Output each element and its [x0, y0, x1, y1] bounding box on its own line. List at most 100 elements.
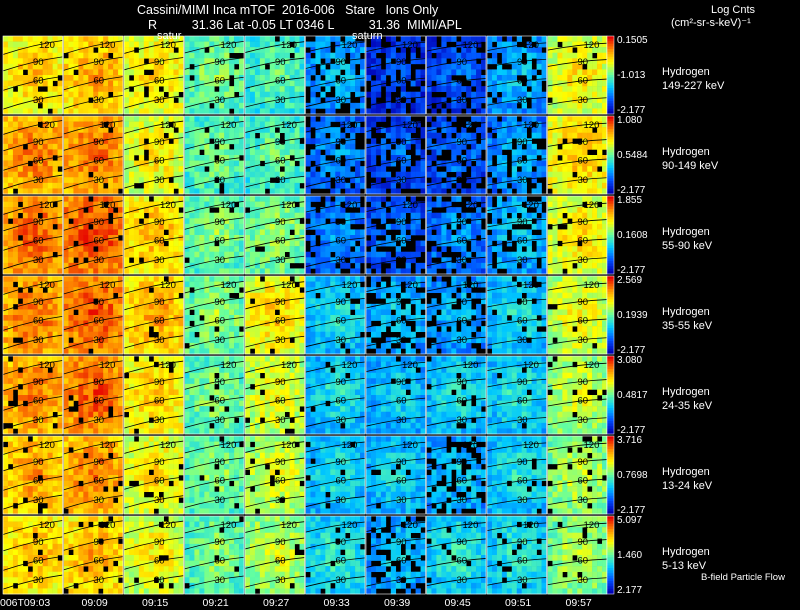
contour-label: 30	[154, 575, 165, 586]
contour-label: 60	[578, 156, 589, 167]
image-panel-r7-c4: 120 90 60 30	[184, 515, 245, 595]
contour-label: 90	[94, 57, 105, 68]
contour-label: 30	[215, 575, 226, 586]
contour-line	[305, 576, 366, 588]
contour-label: 120	[160, 520, 176, 531]
contour-line	[547, 78, 608, 87]
contour-label: 90	[275, 537, 286, 548]
contour-line	[184, 40, 245, 54]
contour-line	[486, 218, 547, 228]
contour-line	[365, 237, 426, 248]
contour-line	[426, 158, 487, 168]
contour-line	[2, 94, 63, 110]
overlay-label-mid: saturn	[352, 30, 383, 42]
contour-line	[244, 441, 305, 453]
contour-label: 120	[584, 440, 600, 451]
contour-label: 30	[396, 575, 407, 586]
contour-label: 60	[33, 156, 44, 167]
contour-label: 120	[584, 120, 600, 131]
contour-label: 60	[94, 556, 105, 567]
contour-label: 120	[281, 360, 297, 371]
contour-label: 90	[578, 297, 589, 308]
colorbar-r3	[606, 195, 615, 275]
contour-line	[486, 478, 547, 487]
contour-label: 120	[402, 520, 418, 531]
contour-line	[547, 522, 608, 531]
contour-label: 30	[94, 95, 105, 106]
contour-label: 60	[33, 396, 44, 407]
contour-line	[2, 334, 63, 350]
contour-line	[244, 95, 305, 108]
contour-label: 120	[523, 40, 539, 51]
contour-label: 90	[215, 537, 226, 548]
contour-label: 30	[33, 495, 44, 506]
contour-label: 90	[154, 457, 165, 468]
colorbar-max-label: 2.569	[617, 275, 643, 286]
contour-label: 30	[396, 495, 407, 506]
contour-label: 90	[215, 457, 226, 468]
contour-line	[305, 416, 366, 428]
contour-line	[244, 521, 305, 533]
contour-label: 60	[154, 156, 165, 167]
contour-line	[63, 520, 124, 535]
contour-line	[486, 538, 547, 548]
contour-label: 30	[457, 415, 468, 426]
contour-label: 120	[523, 440, 539, 451]
contour-line	[305, 201, 366, 213]
image-panel-r5-c6: 120 90 60 30	[305, 355, 366, 435]
contour-line	[2, 440, 63, 455]
energy-label: 13-24 keV	[662, 480, 713, 492]
contour-line	[365, 336, 426, 347]
contour-line	[63, 236, 124, 251]
colorbar-r2	[606, 115, 615, 195]
contour-line	[426, 318, 487, 328]
contour-line	[547, 202, 608, 211]
overlay-label-left: satur	[157, 30, 182, 42]
contour-label: 120	[39, 440, 55, 451]
contour-label: 30	[517, 335, 528, 346]
contour-line	[123, 175, 184, 189]
image-panel-r4-c3: 120 90 60 30	[123, 275, 184, 355]
contour-line	[63, 360, 124, 375]
image-panel-r7-c5: 120 90 60 30	[244, 515, 305, 595]
colorbar-title: Log Cnts	[711, 4, 756, 16]
image-panel-r3-c5: 120 90 60 30	[244, 195, 305, 275]
image-panel-r1-c10: 120 90 60 30	[547, 35, 608, 115]
contour-line	[305, 57, 366, 69]
contour-label: 30	[275, 335, 286, 346]
species-label: Hydrogen	[662, 146, 710, 158]
image-panel-r7-c8: 120 90 60 30	[426, 515, 487, 595]
image-panel-r2-c5: 120 90 60 30	[244, 115, 305, 195]
image-panel-r1-c8: 120 90 60 30	[426, 35, 487, 115]
contour-label: 90	[336, 537, 347, 548]
contour-label: 120	[39, 40, 55, 51]
colorbar-mid-label: 0.1939	[617, 310, 648, 321]
contour-label: 120	[402, 440, 418, 451]
contour-line	[486, 158, 547, 167]
contour-line	[2, 155, 63, 171]
contour-line	[123, 120, 184, 134]
contour-line	[426, 416, 487, 427]
contour-label: 30	[94, 255, 105, 266]
contour-label: 90	[94, 297, 105, 308]
contour-label: 60	[457, 396, 468, 407]
contour-label: 30	[275, 415, 286, 426]
contour-line	[486, 202, 547, 212]
contour-line	[547, 362, 608, 371]
contour-label: 60	[336, 236, 347, 247]
contour-line	[547, 158, 608, 167]
contour-line	[184, 217, 245, 230]
contour-line	[547, 59, 608, 67]
colorbar-mid-label: 0.4817	[617, 390, 648, 401]
contour-line	[63, 476, 124, 491]
contour-label: 30	[33, 575, 44, 586]
contour-line	[123, 137, 184, 151]
contour-line	[63, 456, 124, 471]
image-panel-r3-c4: 120 90 60 30	[184, 195, 245, 275]
contour-line	[426, 78, 487, 88]
contour-line	[486, 282, 547, 292]
contour-label: 60	[517, 76, 528, 87]
image-panel-r1-c7: 120 90 60 30	[365, 35, 426, 115]
contour-line	[426, 496, 487, 507]
contour-label: 60	[457, 556, 468, 567]
